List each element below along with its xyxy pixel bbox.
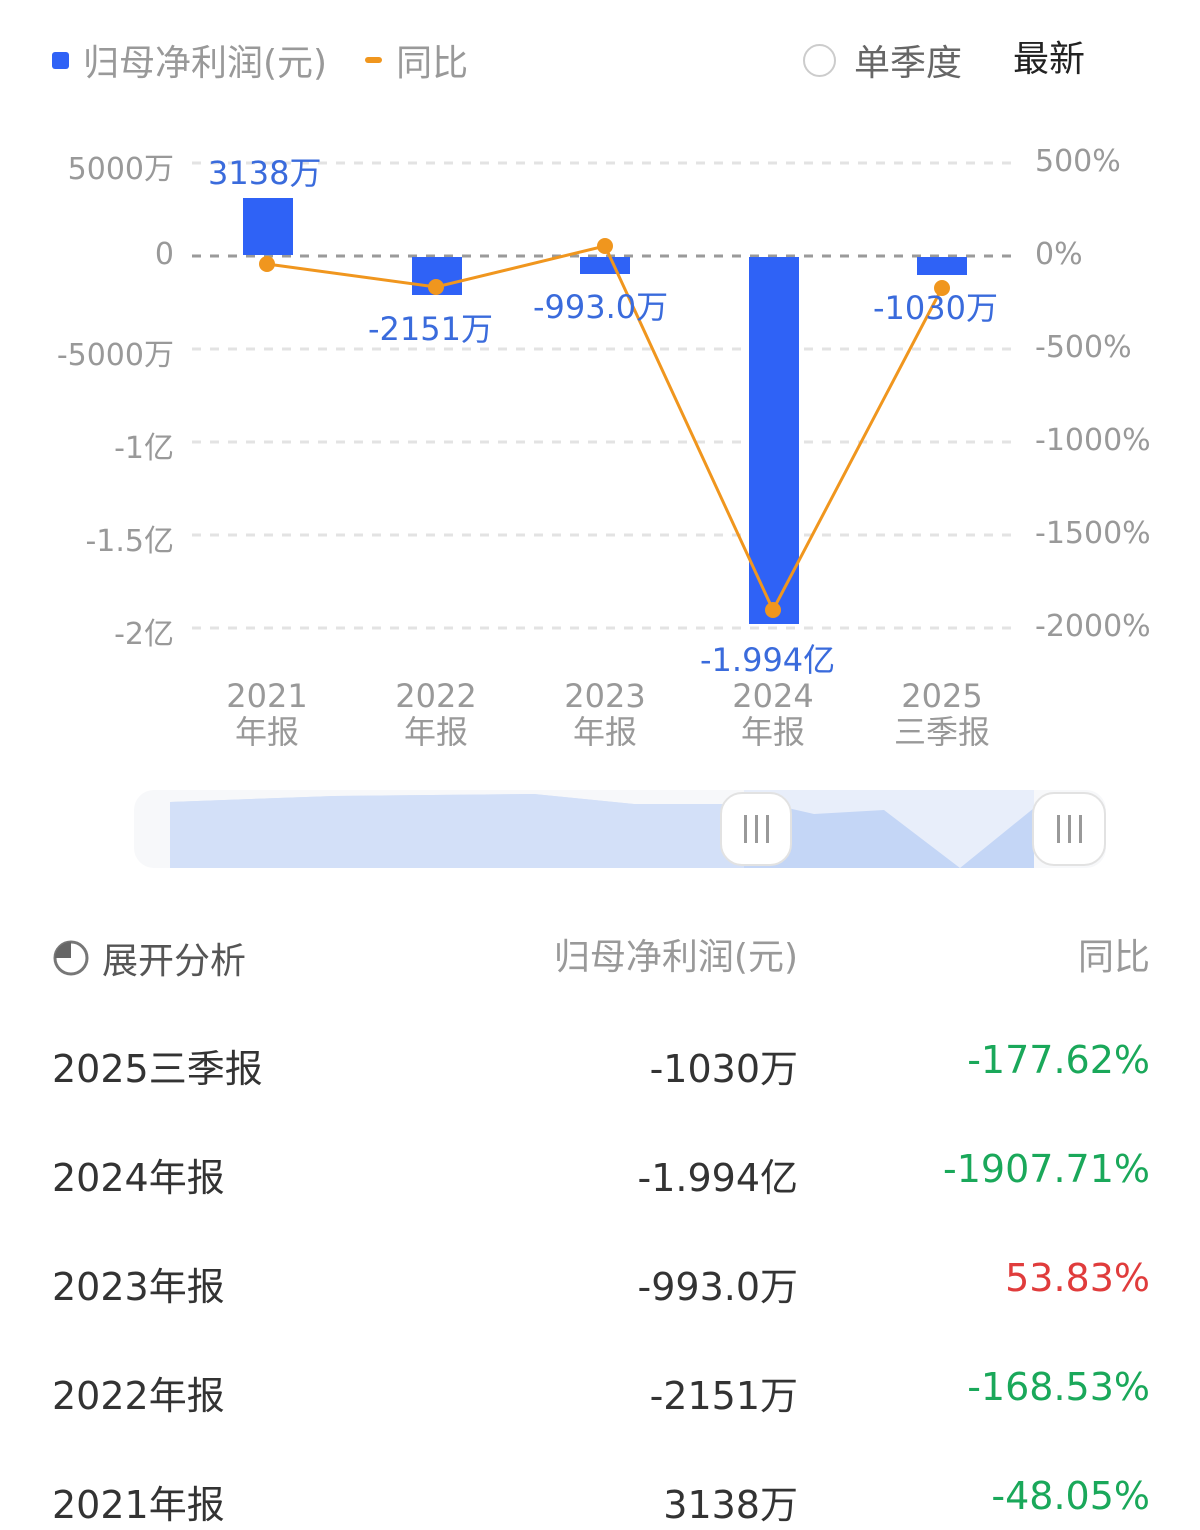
- single-quarter-label: 单季度: [854, 43, 963, 84]
- chart-svg: [192, 161, 1020, 630]
- pie-chart-icon: [53, 940, 89, 976]
- legend-series2-label[interactable]: 同比: [396, 43, 469, 84]
- y-right-tick: -1000%: [1035, 423, 1151, 458]
- row-value: -1.994亿: [637, 1156, 799, 1200]
- y-right-tick: 0%: [1035, 237, 1083, 272]
- row-period: 2021年报: [52, 1483, 225, 1527]
- y-left-tick: -1亿: [114, 431, 174, 466]
- chart-area: 5000万 0 -5000万 -1亿 -1.5亿 -2亿 500% 0% -50…: [0, 130, 1200, 770]
- table-row[interactable]: 2023年报 -993.0万 53.83%: [52, 1256, 1152, 1309]
- row-yoy: -177.62%: [967, 1038, 1150, 1082]
- row-value: -2151万: [649, 1374, 798, 1418]
- grip-icon: [743, 815, 769, 843]
- x-tick-label: 2021 年报: [226, 677, 308, 751]
- expand-analysis-button[interactable]: 展开分析: [52, 934, 246, 982]
- data-zoom-slider[interactable]: [134, 790, 1106, 868]
- legend-series1-label[interactable]: 归母净利润(元): [83, 43, 328, 84]
- y-left-tick: 5000万: [67, 152, 174, 187]
- bar-data-label: -1.994亿: [700, 641, 836, 679]
- single-quarter-toggle[interactable]: 单季度: [803, 36, 962, 84]
- row-period: 2024年报: [52, 1156, 225, 1200]
- grip-icon: [1056, 815, 1082, 843]
- legend-line-swatch: [365, 57, 383, 63]
- slider-handle-left[interactable]: [720, 792, 792, 866]
- bar-data-label: -2151万: [368, 310, 493, 348]
- table-row[interactable]: 2024年报 -1.994亿 -1907.71%: [52, 1147, 1152, 1200]
- y-left-tick: -1.5亿: [85, 524, 174, 559]
- x-tick-label: 2025 三季报: [893, 677, 990, 751]
- x-tick-label: 2023 年报: [564, 677, 646, 751]
- bar-data-label: 3138万: [208, 154, 322, 192]
- y-left-tick: -5000万: [56, 338, 174, 373]
- bar-data-label: -993.0万: [533, 288, 669, 326]
- column-header-yoy: 同比: [1077, 937, 1150, 978]
- y-right-tick: 500%: [1035, 144, 1121, 179]
- row-yoy: -1907.71%: [943, 1147, 1150, 1191]
- x-tick-label: 2022 年报: [395, 677, 477, 751]
- y-right-tick: -500%: [1035, 330, 1132, 365]
- legend-bar-swatch: [52, 51, 69, 69]
- slider-preview-area: [170, 790, 1034, 868]
- row-value: 3138万: [663, 1483, 798, 1527]
- table-row[interactable]: 2021年报 3138万 -48.05%: [52, 1474, 1152, 1527]
- latest-button[interactable]: 最新: [1013, 39, 1086, 80]
- column-header-value: 归母净利润(元): [553, 937, 798, 978]
- slider-handle-right[interactable]: [1032, 792, 1106, 866]
- row-period: 2022年报: [52, 1374, 225, 1418]
- row-value: -1030万: [649, 1047, 798, 1091]
- row-value: -993.0万: [637, 1265, 799, 1309]
- x-tick-label: 2024 年报: [732, 677, 814, 751]
- y-left-tick: 0: [154, 237, 174, 272]
- table-row[interactable]: 2022年报 -2151万 -168.53%: [52, 1365, 1152, 1418]
- row-yoy: 53.83%: [1005, 1256, 1150, 1300]
- legend: 归母净利润(元) 同比: [52, 36, 468, 84]
- radio-icon[interactable]: [803, 43, 836, 77]
- bar-data-label: -1030万: [873, 289, 998, 327]
- row-period: 2023年报: [52, 1265, 225, 1309]
- table-row[interactable]: 2025三季报 -1030万 -177.62%: [52, 1038, 1152, 1091]
- row-yoy: -48.05%: [991, 1474, 1150, 1518]
- expand-analysis-label: 展开分析: [102, 941, 247, 982]
- y-right-tick: -1500%: [1035, 516, 1151, 551]
- y-left-tick: -2亿: [114, 617, 174, 652]
- y-right-tick: -2000%: [1035, 609, 1151, 644]
- row-yoy: -168.53%: [967, 1365, 1150, 1409]
- row-period: 2025三季报: [52, 1047, 263, 1091]
